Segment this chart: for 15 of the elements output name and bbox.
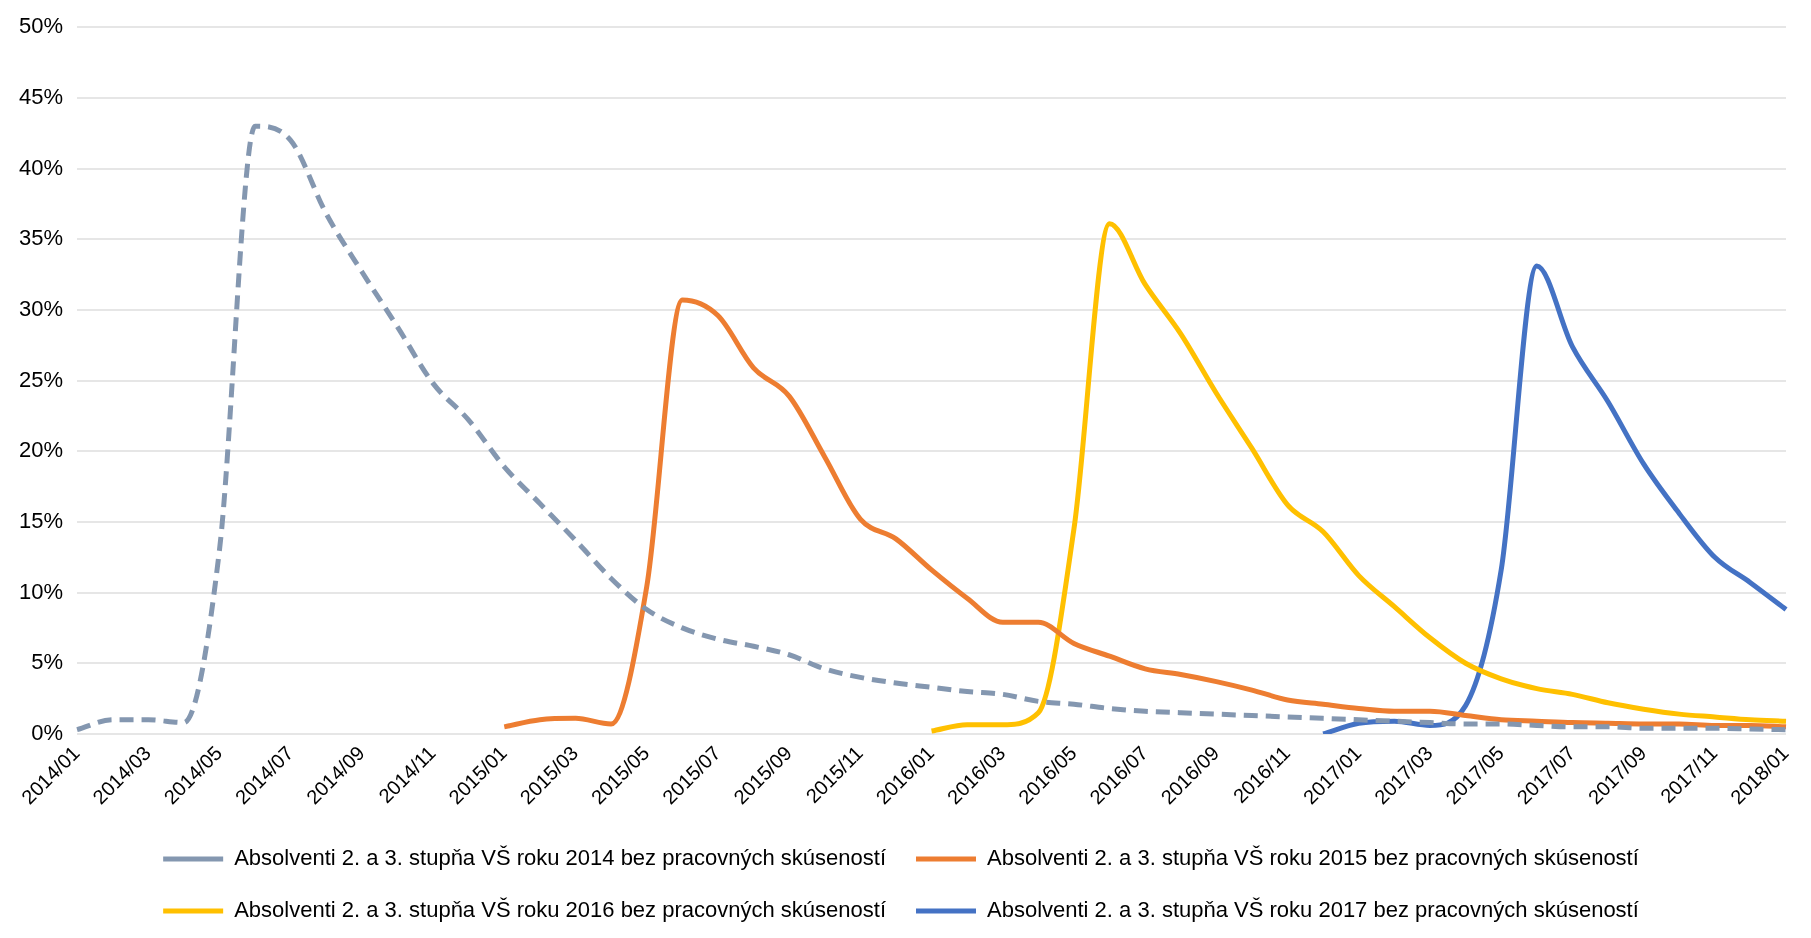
- legend-label: Absolventi 2. a 3. stupňa VŠ roku 2016 bez pracovných skúseností: [234, 897, 887, 923]
- y-tick-label: 45%: [18, 83, 64, 109]
- legend-label: Absolventi 2. a 3. stupňa VŠ roku 2015 bez pracovných skúseností: [987, 845, 1639, 871]
- legend-label: Absolventi 2. a 3. stupňa VŠ roku 2017 bez pracovných skúseností: [987, 897, 1639, 923]
- y-tick-label: 40%: [18, 154, 64, 180]
- y-tick-label: 15%: [18, 507, 64, 533]
- y-tick-label: 0%: [31, 719, 64, 745]
- y-tick-label: 35%: [18, 225, 64, 251]
- y-tick-label: 25%: [18, 366, 64, 392]
- y-tick-label: 5%: [31, 649, 64, 675]
- y-tick-label: 10%: [18, 578, 64, 604]
- y-tick-label: 20%: [18, 437, 64, 463]
- y-tick-label: 30%: [18, 295, 64, 321]
- y-tick-label: 50%: [18, 13, 64, 39]
- legend-label: Absolventi 2. a 3. stupňa VŠ roku 2014 bez pracovných skúseností: [234, 845, 887, 871]
